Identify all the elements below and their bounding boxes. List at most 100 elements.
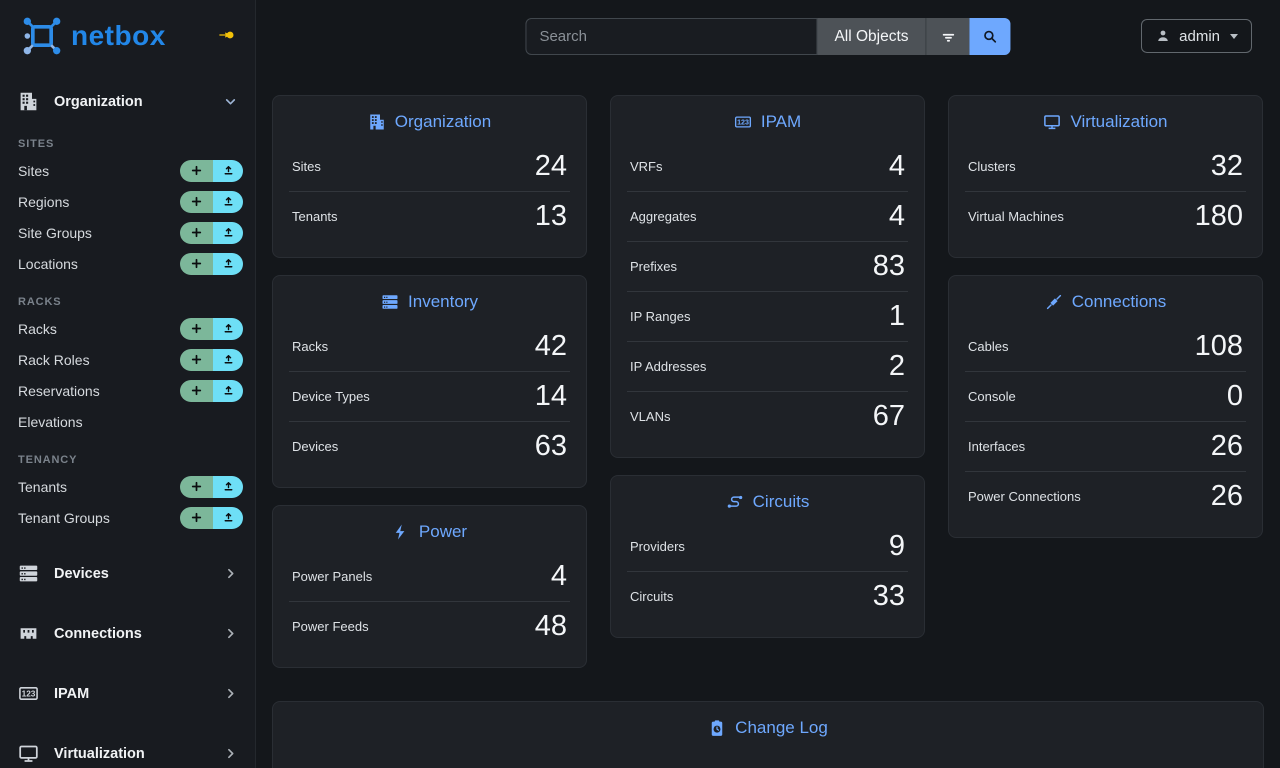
stat-label[interactable]: IP Ranges xyxy=(630,309,691,324)
sidebar-group-label: Connections xyxy=(54,625,142,642)
ipam-card: 123 IPAM VRFs 4 Aggregates 4 Prefixes xyxy=(610,95,925,458)
filter-button[interactable] xyxy=(925,18,970,55)
sidebar-item-label[interactable]: Regions xyxy=(18,193,70,210)
import-button[interactable] xyxy=(213,348,243,371)
stat-value[interactable]: 26 xyxy=(1210,430,1243,462)
stat-label[interactable]: VRFs xyxy=(630,159,663,174)
stat-value[interactable]: 24 xyxy=(534,150,567,182)
import-button[interactable] xyxy=(213,159,243,182)
sidebar-item-label[interactable]: Rack Roles xyxy=(18,351,90,368)
card-title[interactable]: Organization xyxy=(394,112,492,131)
import-button[interactable] xyxy=(213,317,243,340)
upload-icon xyxy=(224,355,232,364)
stat-value[interactable]: 9 xyxy=(888,530,905,562)
monitor-icon xyxy=(19,745,38,762)
search-scope-button[interactable]: All Objects xyxy=(817,18,926,55)
stat-value[interactable]: 42 xyxy=(534,330,567,362)
stat-label[interactable]: Devices xyxy=(292,439,339,454)
stat-value[interactable]: 2 xyxy=(888,350,905,382)
stat-label[interactable]: Device Types xyxy=(292,389,370,404)
stat-label[interactable]: Clusters xyxy=(968,159,1016,174)
sidebar-item-label[interactable]: Tenants xyxy=(18,478,68,495)
sidebar-item-label[interactable]: Locations xyxy=(18,255,78,272)
stat-label[interactable]: Sites xyxy=(292,159,321,174)
sidebar-item-label[interactable]: Site Groups xyxy=(18,224,92,241)
stat-row: Device Types 14 xyxy=(289,372,570,422)
stat-label[interactable]: IP Addresses xyxy=(630,359,707,374)
import-button[interactable] xyxy=(213,190,243,213)
import-button[interactable] xyxy=(213,506,243,529)
netbox-logo[interactable]: netbox xyxy=(20,14,166,58)
stat-value[interactable]: 14 xyxy=(534,380,567,412)
add-button[interactable] xyxy=(180,252,213,275)
add-button[interactable] xyxy=(180,317,213,340)
stat-value[interactable]: 48 xyxy=(534,610,567,642)
add-button[interactable] xyxy=(180,475,213,498)
add-button[interactable] xyxy=(180,506,213,529)
add-button[interactable] xyxy=(180,190,213,213)
stat-label[interactable]: Racks xyxy=(292,339,329,354)
stat-row: VRFs 4 xyxy=(627,142,908,192)
stat-label[interactable]: Interfaces xyxy=(968,439,1026,454)
sidebar-item-label[interactable]: Elevations xyxy=(18,413,83,430)
stat-row: Power Feeds 48 xyxy=(289,602,570,651)
card-title[interactable]: Inventory xyxy=(408,292,478,311)
stat-value[interactable]: 4 xyxy=(888,150,905,182)
stat-label[interactable]: Providers xyxy=(630,539,685,554)
stat-value[interactable]: 180 xyxy=(1194,200,1243,232)
import-button[interactable] xyxy=(213,252,243,275)
stat-value[interactable]: 67 xyxy=(872,400,905,432)
import-button[interactable] xyxy=(213,379,243,402)
card-title[interactable]: Power xyxy=(418,522,468,541)
stat-value[interactable]: 4 xyxy=(888,200,905,232)
sidebar-group-connections[interactable]: Connections xyxy=(0,614,255,653)
stat-value[interactable]: 1 xyxy=(888,300,905,332)
stat-label[interactable]: Tenants xyxy=(292,209,338,224)
card-title[interactable]: Circuits xyxy=(752,492,810,511)
sidebar-group-virtualization[interactable]: Virtualization xyxy=(0,734,255,768)
import-button[interactable] xyxy=(213,221,243,244)
stat-label[interactable]: Aggregates xyxy=(630,209,697,224)
sidebar-item-label[interactable]: Racks xyxy=(18,320,57,337)
stat-label[interactable]: Circuits xyxy=(630,589,674,604)
plus-icon xyxy=(191,196,202,207)
user-menu-button[interactable]: admin xyxy=(1141,19,1252,53)
stat-value[interactable]: 26 xyxy=(1210,480,1243,512)
card-title[interactable]: Virtualization xyxy=(1070,112,1168,131)
sidebar-item-label[interactable]: Sites xyxy=(18,162,50,179)
stat-label[interactable]: Console xyxy=(968,389,1016,404)
sidebar-pin-button[interactable] xyxy=(215,24,237,49)
username: admin xyxy=(1179,27,1220,45)
sidebar-group-devices[interactable]: Devices xyxy=(0,554,255,593)
search-input[interactable] xyxy=(525,18,818,55)
stat-value[interactable]: 83 xyxy=(872,250,905,282)
card-title[interactable]: Change Log xyxy=(735,718,828,737)
sidebar-item-label[interactable]: Reservations xyxy=(18,382,100,399)
stat-label[interactable]: Prefixes xyxy=(630,259,677,274)
card-title[interactable]: IPAM xyxy=(760,112,802,131)
card-title[interactable]: Connections xyxy=(1071,292,1167,311)
stat-value[interactable]: 32 xyxy=(1210,150,1243,182)
sidebar-group-ipam[interactable]: 123 IPAM xyxy=(0,674,255,713)
stat-label[interactable]: Power Feeds xyxy=(292,619,369,634)
add-button[interactable] xyxy=(180,159,213,182)
add-button[interactable] xyxy=(180,221,213,244)
import-button[interactable] xyxy=(213,475,243,498)
stat-label[interactable]: VLANs xyxy=(630,409,671,424)
stat-label[interactable]: Power Connections xyxy=(968,489,1081,504)
stat-label[interactable]: Power Panels xyxy=(292,569,373,584)
stat-value[interactable]: 33 xyxy=(872,580,905,612)
sidebar-group-organization[interactable]: Organization xyxy=(0,82,255,121)
stat-value[interactable]: 108 xyxy=(1194,330,1243,362)
add-button[interactable] xyxy=(180,379,213,402)
stat-row: Devices 63 xyxy=(289,422,570,471)
search-submit-button[interactable] xyxy=(969,18,1011,55)
stat-value[interactable]: 4 xyxy=(550,560,567,592)
stat-value[interactable]: 13 xyxy=(534,200,567,232)
add-button[interactable] xyxy=(180,348,213,371)
stat-value[interactable]: 0 xyxy=(1226,380,1243,412)
stat-value[interactable]: 63 xyxy=(534,430,567,462)
stat-label[interactable]: Cables xyxy=(968,339,1009,354)
sidebar-item-label[interactable]: Tenant Groups xyxy=(18,509,110,526)
stat-label[interactable]: Virtual Machines xyxy=(968,209,1064,224)
